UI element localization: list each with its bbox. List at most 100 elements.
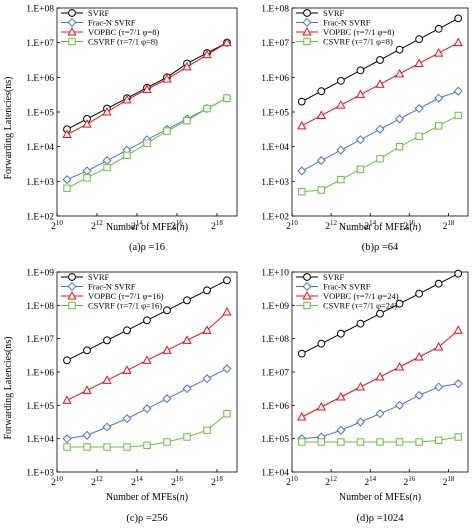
data-point — [123, 326, 131, 335]
legend-marker — [67, 290, 77, 300]
y-tick-label: 1.E+04 — [26, 143, 54, 153]
data-point — [83, 346, 91, 355]
y-tick-label: 1.E+09 — [26, 269, 54, 279]
y-axis-title-bottom: Forwarding Latencies(ns) — [3, 336, 14, 439]
y-tick-label: 1.E+06 — [261, 402, 289, 412]
chart-caption: (d)ρ =1024 — [356, 513, 404, 524]
chart-panel-4: 1.E+04 1.E+05 1.E+06 1.E+07 1.E+08 1.E+09 1.E+… — [261, 269, 469, 524]
data-point — [297, 349, 306, 358]
data-point — [63, 184, 71, 192]
x-tick-label: 218 — [443, 219, 455, 232]
data-point — [434, 122, 443, 130]
data-point — [376, 309, 384, 318]
data-point — [317, 438, 326, 446]
y-tick-label: 1.E+02 — [26, 213, 54, 223]
data-point — [356, 438, 365, 446]
data-point — [162, 345, 172, 354]
data-point — [163, 306, 171, 315]
data-point — [297, 97, 306, 106]
data-point — [415, 35, 424, 44]
legend-marker — [303, 9, 311, 17]
x-tick-label: 216 — [403, 219, 415, 232]
data-point — [298, 438, 306, 446]
data-point — [395, 142, 404, 151]
data-point — [222, 306, 232, 316]
data-point — [63, 443, 71, 451]
legend-marker — [67, 26, 77, 36]
data-point — [222, 37, 232, 47]
data-point — [202, 325, 212, 334]
data-point — [317, 186, 326, 194]
data-point — [434, 436, 443, 445]
data-point — [82, 430, 92, 440]
data-point — [223, 94, 231, 102]
data-point — [122, 414, 132, 424]
data-point — [395, 400, 405, 410]
x-tick-label: 212 — [91, 219, 103, 232]
y-tick-label: 1.E+08 — [261, 5, 289, 15]
data-point — [434, 279, 443, 288]
chart-caption: (b)ρ =64 — [362, 242, 399, 253]
chart-panel-1: 1.E+02 1.E+03 1.E+04 1.E+05 1.E+06 1.E+07 1.E+… — [26, 5, 238, 253]
data-point — [395, 45, 404, 54]
legend-marker — [303, 301, 311, 310]
data-point — [453, 86, 463, 96]
data-point — [298, 188, 306, 196]
y-tick-label: 1.E+07 — [261, 369, 289, 379]
legend-label: Frac-N SVRF — [88, 18, 136, 28]
data-point — [453, 37, 463, 47]
y-tick-label: 1.E+07 — [26, 335, 54, 345]
x-tick-label: 212 — [325, 219, 337, 232]
legend-marker — [303, 37, 311, 46]
x-axis-title: Number of MFEs(n) — [106, 492, 188, 503]
data-point — [415, 289, 424, 298]
data-point — [183, 296, 191, 305]
data-point — [62, 434, 72, 444]
data-point — [375, 371, 385, 381]
data-point — [434, 341, 444, 351]
data-point — [434, 93, 444, 103]
data-point — [376, 155, 384, 163]
data-point — [336, 145, 346, 155]
legend-marker — [303, 273, 311, 281]
data-point — [336, 391, 346, 401]
data-point — [375, 124, 385, 134]
data-point — [454, 111, 462, 120]
y-tick-label: 1.E+04 — [26, 435, 54, 445]
y-tick-label: 1.E+08 — [26, 5, 54, 15]
x-tick-label: 210 — [286, 219, 298, 232]
y-tick-label: 1.E+03 — [261, 178, 289, 188]
series-square — [63, 409, 231, 451]
series-square — [63, 94, 231, 192]
data-point — [122, 365, 132, 374]
data-point — [356, 66, 365, 75]
x-tick-label: 214 — [364, 219, 376, 232]
data-point — [62, 175, 72, 185]
legend-label: SVRF — [323, 8, 345, 18]
y-tick-label: 1.E+05 — [261, 435, 289, 445]
series-square — [298, 111, 462, 196]
y-tick-label: 1.E+09 — [261, 302, 289, 312]
series-triangle — [297, 37, 463, 130]
data-point — [336, 425, 346, 435]
series-diamond — [297, 86, 463, 176]
data-point — [453, 325, 463, 334]
data-point — [102, 106, 112, 116]
data-point — [162, 74, 172, 83]
data-point — [355, 89, 366, 99]
chart-caption: (a)ρ =16 — [129, 242, 165, 253]
data-point — [376, 56, 384, 64]
legend-label: CSVRF (τ=7/1 φ=8) — [323, 37, 393, 47]
legend-marker — [68, 301, 76, 310]
data-point — [143, 139, 151, 147]
data-point — [182, 384, 192, 394]
data-point — [82, 385, 92, 394]
data-point — [454, 269, 463, 278]
data-point — [414, 58, 424, 67]
legend-label: Frac-N SVRF — [323, 18, 371, 28]
data-point — [336, 329, 345, 338]
data-point — [102, 156, 112, 166]
data-point — [102, 422, 112, 432]
